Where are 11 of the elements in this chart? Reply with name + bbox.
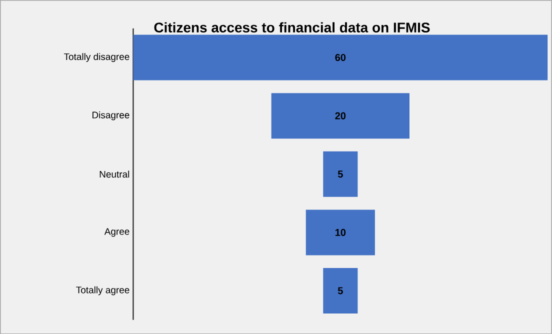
data-label: 5 xyxy=(338,170,343,178)
category-label: Disagree xyxy=(92,111,130,120)
category-label: Neutral xyxy=(100,170,130,178)
data-label: 5 xyxy=(338,287,343,294)
data-label: 20 xyxy=(335,112,346,120)
category-label: Totally disagree xyxy=(64,52,130,62)
category-label: Agree xyxy=(104,228,130,237)
data-label: 60 xyxy=(335,54,346,61)
text: Citizens access to financial data on IFMIS xyxy=(154,22,430,32)
data-label: 10 xyxy=(335,228,346,236)
category-label: Totally agree xyxy=(76,286,130,296)
